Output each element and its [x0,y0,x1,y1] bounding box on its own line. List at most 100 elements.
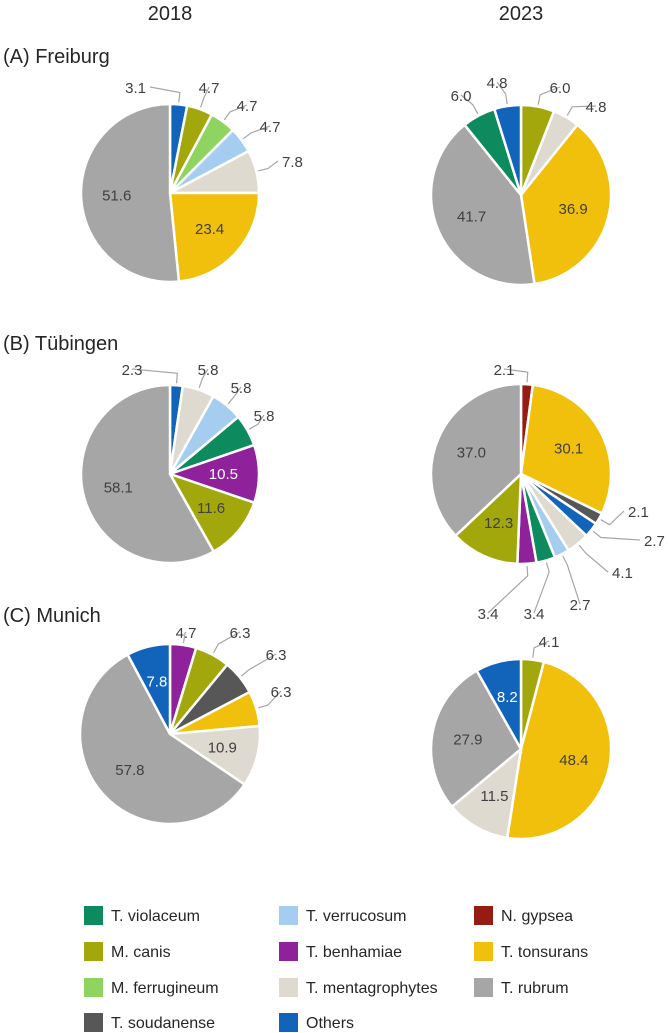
slice-b-t-bingen-2023-t-rubrum [429,382,523,538]
label-b-t-bingen-2018-m-canis: 11.6 [197,500,225,517]
leader-b-t-bingen-2023-others [592,530,641,541]
label-c-munich-2018-t-rubrum: 57.8 [115,762,144,779]
slice-a-freiburg-2023-t-tonsurans [519,123,613,286]
label-a-freiburg-2018-t-rubrum: 51.6 [102,188,131,205]
label-c-munich-2023-m-canis: 4.1 [539,634,560,651]
leader-b-t-bingen-2018-others [131,368,178,384]
label-b-t-bingen-2018-t-violaceum: 5.8 [254,408,275,425]
leader-a-freiburg-2023-t-mentagrophytes [566,105,597,116]
leader-b-t-bingen-2018-t-mentagrophytes [198,368,209,388]
slice-c-munich-2023-t-mentagrophytes [450,745,523,840]
legend-swatch-others [279,1013,298,1032]
pies-group: 3.1 4.74.74.77.823.451.66.04.836.941.76.0… [78,75,665,841]
legend-label-t-violaceum: T. violaceum [111,908,200,925]
legend-label-m-canis: M. canis [111,944,171,961]
label-b-t-bingen-2023-t-rubrum: 37.0 [457,445,486,462]
label-b-t-bingen-2018-t-rubrum: 58.1 [104,480,133,497]
label-a-freiburg-2018-m-canis: 4.7 [199,80,220,97]
label-a-freiburg-2023-t-mentagrophytes: 4.8 [586,99,607,116]
panel-title-tuebingen: (B) Tübingen [3,333,118,355]
label-c-munich-2018-m-canis: 6.3 [230,625,251,642]
leader-a-freiburg-2018-t-mentagrophytes [258,160,279,172]
label-c-munich-2023-t-mentagrophytes: 11.5 [480,788,508,805]
leader-c-munich-2018-t-soudanense [241,653,277,677]
label-a-freiburg-2018-t-mentagrophytes: 7.8 [282,154,303,171]
legend-swatch-t-tonsurans [474,942,493,961]
slice-a-freiburg-2018-t-rubrum [79,102,181,284]
legend-swatch-n-gypsea [474,906,493,925]
legend-swatch-t-mentagrophytes [279,978,298,997]
label-b-t-bingen-2023-t-tonsurans: 30.1 [554,441,583,458]
slice-c-munich-2023-t-tonsurans [505,660,613,841]
leader-a-freiburg-2018-m-ferrugineum [223,104,248,121]
leader-a-freiburg-2023-t-violaceum [460,94,479,115]
panel-title-freiburg: (A) Freiburg [3,46,110,68]
legend-swatch-t-rubrum [474,978,493,997]
label-b-t-bingen-2023-t-violaceum: 3.4 [524,606,545,623]
label-c-munich-2018-others: 7.8 [146,674,167,691]
label-a-freiburg-2023-t-violaceum: 6.0 [451,88,472,105]
legend-swatch-t-violaceum [84,906,103,925]
label-c-munich-2018-t-soudanense: 6.3 [266,647,287,664]
leader-c-munich-2018-t-benhamiae [182,631,187,644]
label-c-munich-2023-t-tonsurans: 48.4 [559,752,588,769]
leader-b-t-bingen-2018-t-verrucosum [227,386,242,405]
label-a-freiburg-2023-t-rubrum: 41.7 [457,209,486,226]
legend-swatch-t-benhamiae [279,942,298,961]
slice-c-munich-2018-t-rubrum [78,652,247,826]
slice-b-t-bingen-2018-m-canis [167,471,256,554]
slice-a-freiburg-2023-t-rubrum [429,123,536,287]
leader-b-t-bingen-2023-n-gypsea [503,368,529,383]
legend-label-m-ferrugineum: M. ferrugineum [111,980,219,997]
leader-b-t-bingen-2023-t-verrucosum [562,555,581,605]
legend-label-t-soudanense: T. soudanense [111,1015,215,1032]
label-b-t-bingen-2023-t-soudanense: 2.1 [628,504,649,521]
label-b-t-bingen-2018-t-mentagrophytes: 5.8 [198,362,219,379]
leader-c-munich-2023-m-canis [532,640,550,658]
slice-b-t-bingen-2023-t-tonsurans [519,383,613,516]
slice-a-freiburg-2023-others [492,103,523,196]
legend-label-t-benhamiae: T. benhamiae [306,944,402,961]
label-c-munich-2018-t-tonsurans: 6.3 [271,684,292,701]
legend: T. violaceum T. verrucosum N. gypsea M. can… [84,906,588,1032]
leader-a-freiburg-2023-m-canis [537,86,561,105]
label-a-freiburg-2018-t-verrucosum: 4.7 [260,119,281,136]
label-b-t-bingen-2023-t-verrucosum: 2.7 [570,597,591,614]
label-b-t-bingen-2023-t-mentagrophytes: 4.1 [612,565,633,582]
label-a-freiburg-2018-t-tonsurans: 23.4 [195,221,224,238]
label-a-freiburg-2018-others: 3.1 [125,80,146,97]
leader-b-t-bingen-2023-t-violaceum [533,562,550,614]
legend-swatch-m-canis [84,942,103,961]
leader-c-munich-2018-t-tonsurans [258,690,282,709]
panel-title-munich: (C) Munich [3,605,101,627]
legend-swatch-m-ferrugineum [84,978,103,997]
legend-swatch-t-verrucosum [279,906,298,925]
slice-b-t-bingen-2023-m-canis [453,470,523,566]
slice-c-munich-2023-t-rubrum [429,668,523,809]
label-a-freiburg-2023-others: 4.8 [487,75,508,92]
label-b-t-bingen-2023-others: 2.7 [644,533,665,550]
legend-label-t-mentagrophytes: T. mentagrophytes [306,980,438,997]
slice-a-freiburg-2018-t-tonsurans [168,191,261,283]
label-a-freiburg-2023-t-tonsurans: 36.9 [558,201,587,218]
leader-b-t-bingen-2018-t-violaceum [248,414,265,430]
label-c-munich-2018-t-mentagrophytes: 10.9 [208,740,237,757]
label-b-t-bingen-2018-t-benhamiae: 10.5 [209,466,238,483]
legend-label-n-gypsea: N. gypsea [501,908,573,925]
column-header-2023: 2023 [499,3,544,25]
leader-b-t-bingen-2023-t-soudanense [600,510,625,526]
legend-label-t-rubrum: T. rubrum [501,980,569,997]
leader-a-freiburg-2018-others [149,86,181,103]
leader-c-munich-2018-m-canis [212,631,241,654]
label-b-t-bingen-2023-t-benhamiae: 3.4 [478,606,499,623]
leader-a-freiburg-2018-t-verrucosum [242,125,271,140]
label-b-t-bingen-2018-t-verrucosum: 5.8 [231,380,252,397]
slice-b-t-bingen-2018-t-rubrum [79,383,216,565]
legend-label-t-tonsurans: T. tonsurans [501,944,588,961]
label-b-t-bingen-2018-others: 2.3 [122,362,143,379]
legend-swatch-t-soudanense [84,1013,103,1032]
label-b-t-bingen-2023-m-canis: 12.3 [484,515,513,532]
label-c-munich-2023-t-rubrum: 27.9 [453,731,482,748]
leader-b-t-bingen-2023-t-benhamiae [487,565,529,614]
